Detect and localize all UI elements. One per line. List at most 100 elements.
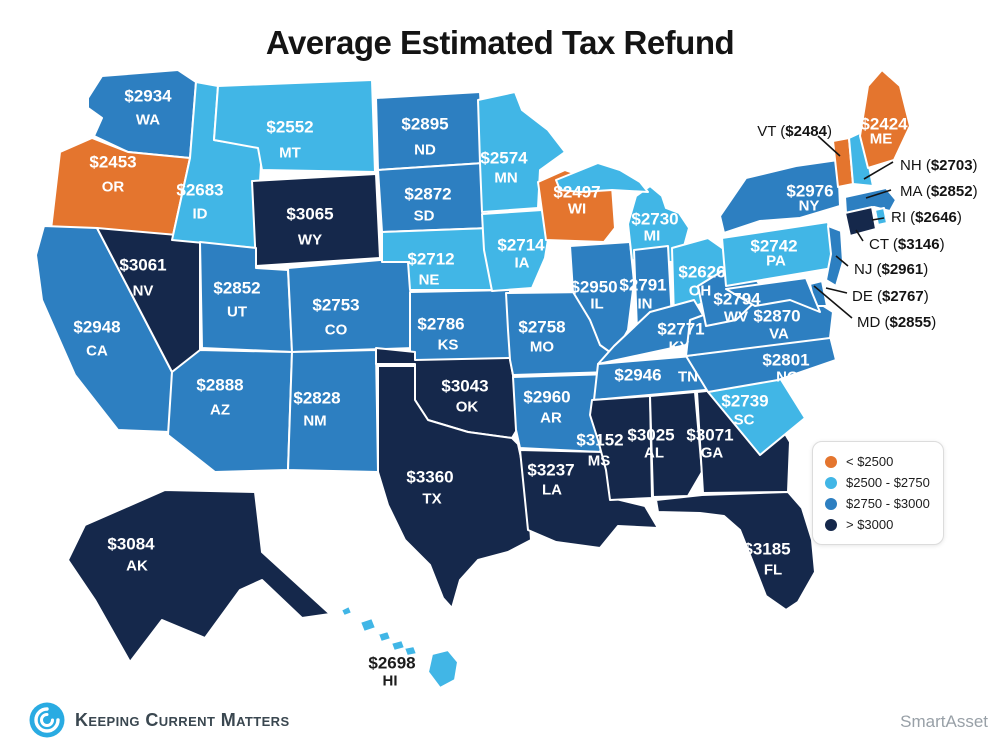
state-shape-MN <box>477 91 566 213</box>
callout-label-DE: DE ($2767) <box>852 288 929 305</box>
state-abbr-CO: CO <box>325 322 348 339</box>
state-value-MO: $2758 <box>518 318 565 337</box>
state-value-NE: $2712 <box>407 250 454 269</box>
state-abbr-TX: TX <box>422 491 441 508</box>
callout-line-NH <box>863 161 894 180</box>
state-abbr-FL: FL <box>764 562 782 579</box>
state-value-MS: $3152 <box>576 431 623 450</box>
callout-label-VT: VT ($2484) <box>757 123 832 140</box>
state-MT <box>213 79 376 173</box>
state-shape-TX <box>377 365 532 609</box>
state-value-AK: $3084 <box>107 535 155 554</box>
state-abbr-MS: MS <box>588 453 611 470</box>
state-NY <box>719 159 841 234</box>
state-shape-HI <box>427 649 459 689</box>
state-abbr-OH: OH <box>689 283 712 300</box>
state-shape-AZ <box>167 349 293 473</box>
state-value-NC: $2801 <box>762 351 809 370</box>
state-abbr-NM: NM <box>303 413 326 430</box>
state-abbr-MO: MO <box>530 339 554 356</box>
legend-label: $2500 - $2750 <box>846 475 930 490</box>
legend-label: < $2500 <box>846 454 894 469</box>
legend-item-2: $2750 - $3000 <box>825 496 931 511</box>
state-value-IA: $2714 <box>497 236 545 255</box>
callout-line-MD <box>813 285 853 319</box>
state-abbr-NC: NC <box>776 369 798 386</box>
state-MN <box>477 91 566 213</box>
state-abbr-CA: CA <box>86 343 108 360</box>
state-abbr-OR: OR <box>102 179 125 196</box>
state-NM <box>287 349 379 473</box>
state-value-CO: $2753 <box>312 296 359 315</box>
state-abbr-KY: KY <box>669 339 690 356</box>
state-abbr-PA: PA <box>766 253 786 270</box>
state-CT <box>844 206 877 237</box>
state-value-SD: $2872 <box>404 185 451 204</box>
state-abbr-NV: NV <box>133 283 154 300</box>
state-abbr-HI: HI <box>383 673 398 690</box>
state-abbr-WY: WY <box>298 232 322 249</box>
state-shape-NY <box>719 159 841 234</box>
state-shape-MI <box>555 162 649 193</box>
state-value-WA: $2934 <box>124 87 172 106</box>
state-value-NY: $2976 <box>786 182 833 201</box>
state-value-SC: $2739 <box>721 392 768 411</box>
state-value-NM: $2828 <box>293 389 340 408</box>
state-value-OK: $3043 <box>441 377 488 396</box>
state-RI <box>874 207 888 226</box>
credit-label: SmartAsset <box>900 712 988 731</box>
state-value-AL: $3025 <box>627 426 674 445</box>
state-abbr-IA: IA <box>515 255 530 272</box>
state-abbr-ID: ID <box>193 206 208 223</box>
legend-color-dot <box>825 497 837 510</box>
state-WY <box>251 173 381 267</box>
state-ME <box>859 69 911 169</box>
state-abbr-NY: NY <box>799 198 820 215</box>
legend-item-0: < $2500 <box>825 454 931 469</box>
legend-label: > $3000 <box>846 517 894 532</box>
state-FL <box>655 491 816 611</box>
state-value-UT: $2852 <box>213 279 260 298</box>
state-value-WY: $3065 <box>286 205 333 224</box>
state-value-WV: $2794 <box>713 290 761 309</box>
callout-line-DE <box>825 287 848 294</box>
state-value-CA: $2948 <box>73 318 120 337</box>
state-value-NV: $3061 <box>119 256 166 275</box>
state-value-KS: $2786 <box>417 315 464 334</box>
brand-name: Keeping Current Matters <box>75 709 290 730</box>
state-value-TN: $2946 <box>614 366 661 385</box>
state-shape-HI <box>359 617 377 633</box>
state-value-LA: $3237 <box>527 461 574 480</box>
callout-label-NH: NH ($2703) <box>900 157 978 174</box>
legend-item-3: > $3000 <box>825 517 931 532</box>
state-shape-NJ <box>825 225 844 287</box>
state-abbr-IN: IN <box>638 296 653 313</box>
state-abbr-ND: ND <box>414 142 436 159</box>
state-value-AZ: $2888 <box>196 376 243 395</box>
state-abbr-MN: MN <box>494 170 517 187</box>
state-value-OR: $2453 <box>89 153 136 172</box>
state-value-MN: $2574 <box>480 149 528 168</box>
state-shape-MD <box>725 277 821 313</box>
state-abbr-NE: NE <box>419 272 440 289</box>
legend-item-1: $2500 - $2750 <box>825 475 931 490</box>
map-legend: < $2500 $2500 - $2750 $2750 - $3000 > $3000 <box>812 441 944 545</box>
state-value-KY: $2771 <box>657 320 704 339</box>
state-value-WI: $2497 <box>553 183 600 202</box>
state-value-HI: $2698 <box>368 654 415 673</box>
state-abbr-KS: KS <box>438 337 459 354</box>
callout-label-MD: MD ($2855) <box>857 314 936 331</box>
state-value-ND: $2895 <box>401 115 448 134</box>
state-abbr-SC: SC <box>734 412 755 429</box>
legend-label: $2750 - $3000 <box>846 496 930 511</box>
kcm-swirl-icon <box>29 702 65 738</box>
state-value-VA: $2870 <box>753 307 800 326</box>
state-abbr-OK: OK <box>456 399 479 416</box>
state-abbr-WV: WV <box>724 309 748 326</box>
state-shape-RI <box>874 207 888 226</box>
callout-line-MA <box>865 189 892 199</box>
callout-label-CT: CT ($3146) <box>869 236 945 253</box>
state-value-GA: $3071 <box>686 426 733 445</box>
